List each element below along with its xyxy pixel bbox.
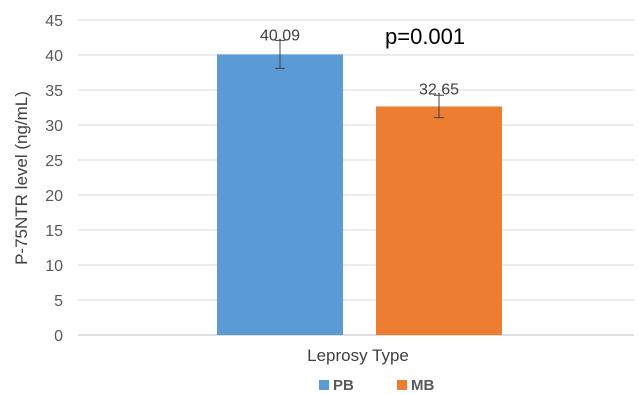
y-tick-label: 25 — [45, 153, 63, 170]
legend: PB MB — [319, 377, 434, 394]
y-tick-label: 40 — [45, 48, 63, 65]
y-tick-label: 5 — [54, 293, 63, 310]
legend-label-mb: MB — [411, 377, 434, 394]
y-tick-label: 30 — [45, 118, 63, 135]
y-tick-label: 15 — [45, 223, 63, 240]
gridlines — [78, 19, 634, 336]
x-axis-title: Leprosy Type — [307, 346, 409, 365]
legend-swatch-mb — [397, 380, 407, 390]
data-label-mb: 32.65 — [419, 81, 459, 98]
bar-pb — [217, 54, 343, 336]
y-axis-title: P-75NTR level (ng/mL) — [12, 91, 31, 265]
y-tick-label: 20 — [45, 188, 63, 205]
y-tick-label: 0 — [54, 328, 63, 345]
bars — [217, 54, 502, 336]
data-label-pb: 40.09 — [260, 27, 300, 44]
y-tick-label: 35 — [45, 83, 63, 100]
error-bars — [275, 39, 444, 119]
legend-swatch-pb — [319, 380, 329, 390]
legend-label-pb: PB — [333, 377, 354, 394]
y-tick-label: 10 — [45, 258, 63, 275]
bar-mb — [376, 106, 502, 335]
y-axis-ticks: 0 5 10 15 20 25 30 35 40 45 — [45, 13, 63, 345]
p-value-annotation: p=0.001 — [385, 24, 465, 49]
data-labels: 40.09 32.65 — [260, 27, 459, 98]
y-tick-label: 45 — [45, 13, 63, 30]
